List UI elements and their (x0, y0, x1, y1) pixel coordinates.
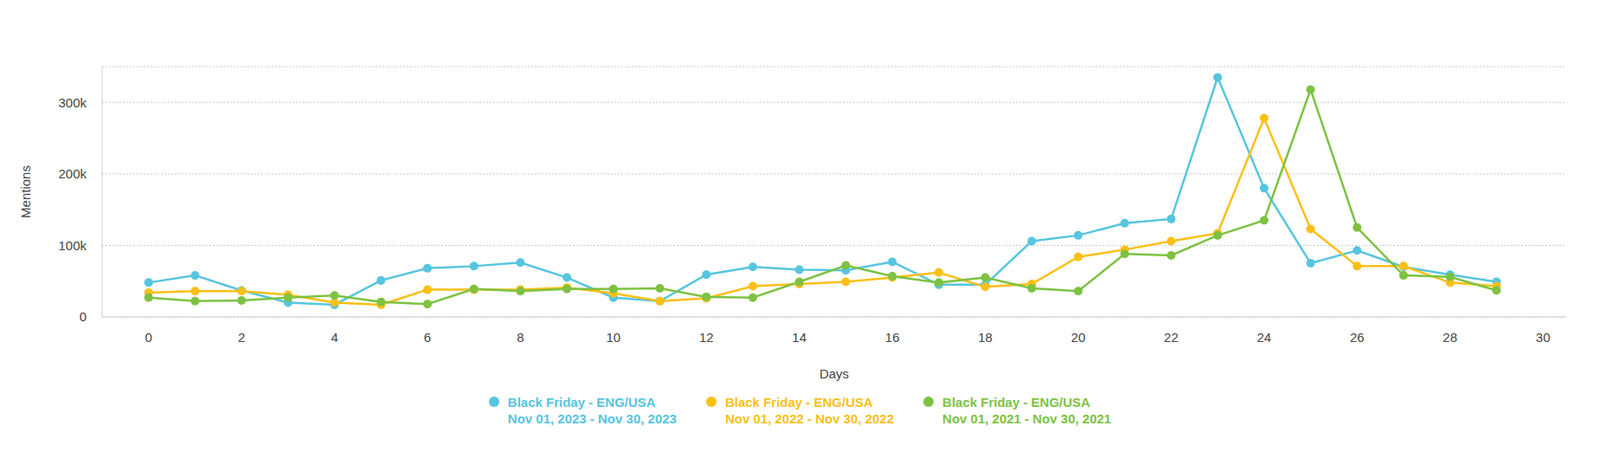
svg-text:Mentions: Mentions (18, 165, 33, 219)
svg-text:20: 20 (1071, 329, 1086, 345)
html-text:Nov 01, 2021 - Nov 30, 2021: Nov 01, 2021 - Nov 30, 2021 (942, 411, 1112, 426)
svg-text:8: 8 (516, 329, 524, 345)
svg-text:0: 0 (79, 308, 87, 324)
html-text:Nov 01, 2023 - Nov 30, 2023: Nov 01, 2023 - Nov 30, 2023 (507, 411, 677, 426)
svg-text:2: 2 (237, 329, 245, 345)
svg-text:Days: Days (819, 366, 849, 381)
svg-text:4: 4 (330, 329, 338, 345)
svg-text:6: 6 (424, 329, 431, 345)
svg-text:200k: 200k (57, 166, 87, 181)
svg-text:10: 10 (606, 329, 622, 345)
svg-text:24: 24 (1257, 329, 1273, 345)
html-text:Black Friday - ENG/USA: Black Friday - ENG/USA (725, 394, 873, 410)
html-text:Nov 01, 2022 - Nov 30, 2022: Nov 01, 2022 - Nov 30, 2022 (725, 411, 894, 426)
svg-text:12: 12 (699, 329, 714, 345)
svg-text:300k: 300k (57, 95, 87, 110)
svg-text:18: 18 (977, 329, 993, 345)
svg-text:100k: 100k (57, 237, 87, 253)
html-text:Black Friday - ENG/USA: Black Friday - ENG/USA (507, 394, 656, 410)
svg-text:26: 26 (1349, 329, 1365, 345)
svg-text:16: 16 (885, 329, 900, 345)
svg-text:0: 0 (145, 329, 153, 345)
svg-text:22: 22 (1163, 329, 1179, 345)
svg-text:14: 14 (791, 329, 807, 345)
svg-text:28: 28 (1442, 329, 1458, 345)
svg-text:30: 30 (1535, 329, 1551, 345)
html-text:Black Friday - ENG/USA: Black Friday - ENG/USA (942, 394, 1091, 410)
